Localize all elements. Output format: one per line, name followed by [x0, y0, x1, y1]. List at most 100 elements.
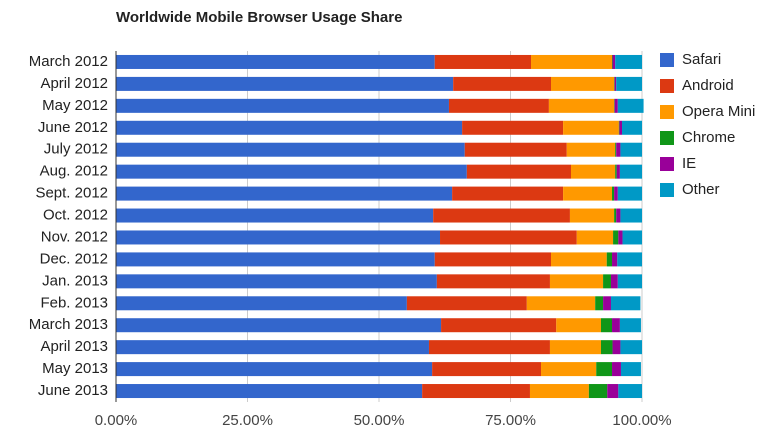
bar-segment	[620, 340, 642, 355]
legend-swatch	[660, 79, 674, 93]
bar-segment	[448, 98, 549, 113]
legend-swatch	[660, 105, 674, 119]
bar-segment	[612, 318, 620, 333]
y-tick-label: Jan. 2013	[42, 272, 108, 289]
bar-segment	[617, 98, 644, 113]
y-tick-label: May 2013	[42, 360, 108, 377]
bar-segment	[606, 252, 613, 267]
bar-segment	[116, 208, 434, 223]
y-tick-label: April 2013	[40, 338, 108, 355]
bar-segment	[549, 274, 604, 289]
y-tick-label: April 2012	[40, 75, 108, 92]
bar-segment	[618, 384, 642, 399]
y-tick-label: Nov. 2012	[41, 228, 108, 245]
bar-segment	[612, 54, 613, 69]
bar-segment	[434, 54, 532, 69]
bar-segment	[116, 252, 435, 267]
bar-segment	[116, 318, 442, 333]
bar-segment	[617, 252, 642, 267]
bar-segment	[616, 142, 621, 157]
y-tick-label: Dec. 2012	[40, 250, 108, 267]
bar-segment	[433, 208, 570, 223]
bar-segment	[617, 186, 642, 201]
bar-segment	[612, 340, 621, 355]
bar-segment	[612, 54, 616, 69]
bar-segment	[116, 164, 467, 179]
bar-segment	[116, 340, 429, 355]
bar-segment	[596, 362, 613, 377]
bar-segment	[616, 208, 621, 223]
bar-segment	[116, 120, 463, 135]
bar-segment	[436, 274, 550, 289]
bar-segment	[452, 186, 564, 201]
y-tick-label: June 2012	[38, 119, 108, 136]
bar-segment	[615, 142, 617, 157]
bar-segment	[618, 230, 623, 245]
bar-segment	[612, 362, 621, 377]
bar-segment	[116, 76, 454, 91]
chart-title: Worldwide Mobile Browser Usage Share	[116, 9, 402, 26]
bar-segment	[464, 142, 567, 157]
bar-segment	[551, 76, 615, 91]
bar-segment	[441, 318, 557, 333]
bar-segment	[422, 384, 530, 399]
legend-label: Opera Mini	[682, 103, 755, 120]
bar-segment	[614, 98, 618, 113]
bar-segment	[610, 296, 641, 311]
bar-segment	[614, 208, 617, 223]
bar-segment	[556, 318, 601, 333]
bar-segment	[619, 318, 641, 333]
bar-segment	[569, 208, 615, 223]
legend-swatch	[660, 131, 674, 145]
bar-segment	[462, 120, 564, 135]
bar-segment	[440, 230, 577, 245]
bar-segment	[603, 296, 611, 311]
bar-segment	[622, 230, 642, 245]
bar-segment	[570, 164, 616, 179]
y-tick-label: June 2013	[38, 382, 108, 399]
y-tick-label: Oct. 2012	[43, 207, 108, 224]
bar-segment	[116, 274, 437, 289]
x-tick-label: 75.00%	[485, 412, 536, 429]
bar-segment	[620, 362, 641, 377]
legend-label: Safari	[682, 51, 721, 68]
bar-segment	[551, 252, 607, 267]
bar-segment	[434, 252, 552, 267]
bar-segment	[607, 384, 619, 399]
bar-segment	[406, 296, 527, 311]
legend-label: IE	[682, 155, 696, 172]
bar-segment	[428, 340, 550, 355]
y-tick-label: Aug. 2012	[40, 163, 108, 180]
bar-segment	[595, 296, 604, 311]
bar-segment	[614, 186, 618, 201]
bar-segment	[576, 230, 614, 245]
bar-segment	[466, 164, 571, 179]
y-tick-label: Sept. 2012	[35, 185, 108, 202]
bar-segment	[116, 54, 435, 69]
y-tick-label: July 2012	[44, 141, 108, 158]
legend-label: Other	[682, 181, 720, 198]
bar-segment	[588, 384, 608, 399]
bar-segment	[616, 164, 620, 179]
y-tick-label: March 2012	[29, 53, 108, 70]
bar-segment	[566, 142, 616, 157]
y-tick-label: Feb. 2013	[40, 294, 108, 311]
bar-segment	[614, 76, 617, 91]
bar-segment	[526, 296, 596, 311]
y-tick-label: May 2012	[42, 97, 108, 114]
bar-segment	[531, 54, 613, 69]
bar-segment	[563, 186, 613, 201]
bar-segment	[620, 208, 642, 223]
bar-segment	[432, 362, 542, 377]
y-tick-label: March 2013	[29, 316, 108, 333]
bar-segment	[116, 98, 449, 113]
legend-swatch	[660, 183, 674, 197]
bar-segment	[116, 230, 441, 245]
bar-segment	[563, 120, 619, 135]
bar-segment	[116, 362, 433, 377]
bar-segment	[615, 54, 642, 69]
x-tick-label: 25.00%	[222, 412, 273, 429]
bar-segment	[616, 76, 642, 91]
x-tick-label: 0.00%	[95, 412, 138, 429]
x-tick-label: 50.00%	[354, 412, 405, 429]
